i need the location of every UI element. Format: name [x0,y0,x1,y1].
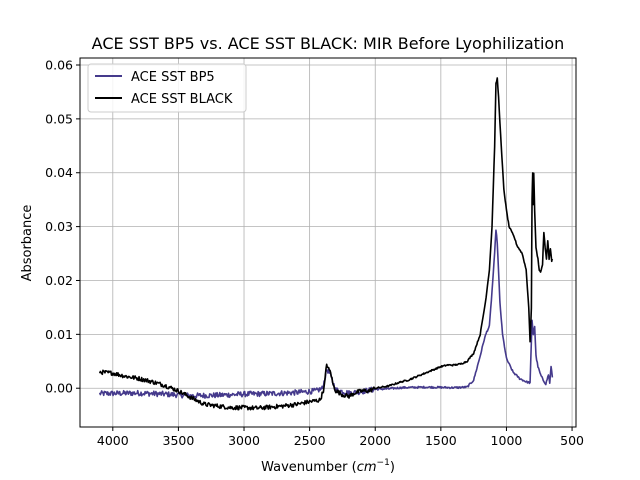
y-tick-label: 0.06 [45,58,73,73]
y-tick-label: 0.02 [45,273,73,288]
y-tick-label: 0.04 [45,165,73,180]
x-tick-label: 1000 [491,433,523,448]
series-line-1 [98,77,554,411]
x-tick-label: 2000 [359,433,391,448]
y-tick-label: 0.01 [45,327,73,342]
series-line-0 [98,229,554,399]
x-axis-label-main: Wavenumber ( [261,460,357,475]
y-tick-label: 0.05 [45,111,73,126]
x-axis-label-close: ) [390,460,395,475]
legend-label-bp5: ACE SST BP5 [131,70,215,85]
x-axis-label-unit: cm [357,460,377,475]
y-axis-ticks: 0.00 0.01 0.02 0.03 0.04 0.05 0.06 [45,58,80,396]
x-tick-label: 2500 [294,433,326,448]
x-tick-label: 500 [560,433,584,448]
x-tick-label: 3000 [228,433,260,448]
x-tick-label: 4000 [97,433,129,448]
y-axis-label: Absorbance [20,205,35,282]
x-axis-ticks: 4000 3500 3000 2500 2000 1500 1000 500 [97,427,584,448]
x-tick-label: 3500 [163,433,195,448]
y-tick-label: 0.03 [45,219,73,234]
x-tick-label: 1500 [425,433,457,448]
x-axis-label: Wavenumber (cm−1) [261,458,395,475]
plot-series [98,77,554,411]
legend: ACE SST BP5 ACE SST BLACK [87,63,247,113]
y-tick-label: 0.00 [45,381,73,396]
legend-label-black: ACE SST BLACK [131,92,233,107]
x-axis-label-exponent: −1 [377,458,390,468]
plot-frame [79,57,577,428]
legend-box [87,63,247,113]
chart-title: ACE SST BP5 vs. ACE SST BLACK: MIR Befor… [92,34,565,53]
